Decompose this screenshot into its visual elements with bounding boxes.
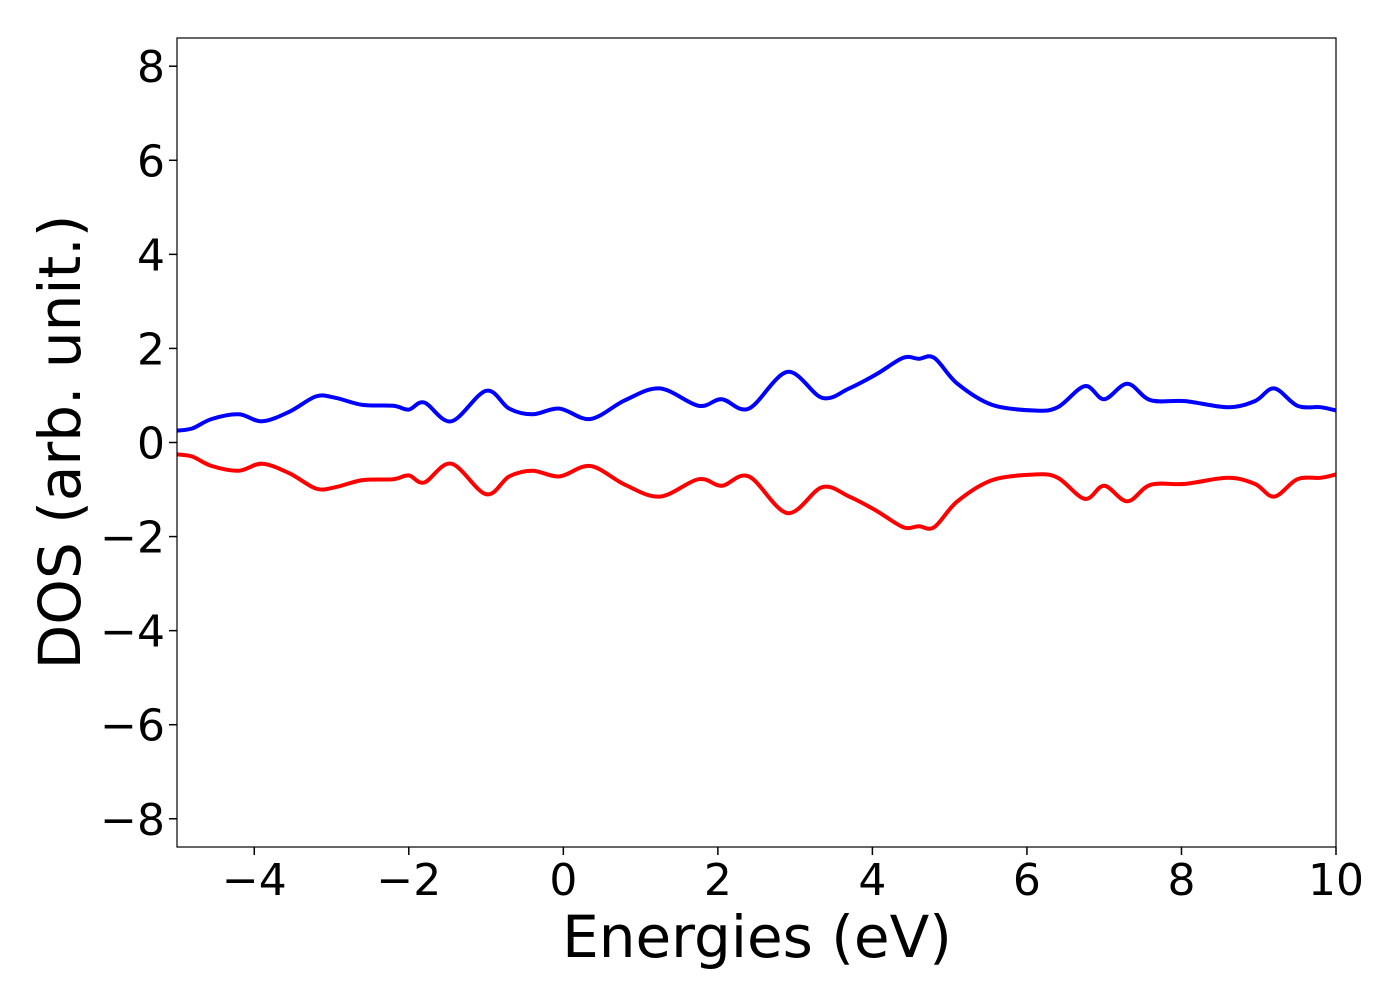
x-tick-label: 10 bbox=[1308, 855, 1364, 906]
y-tick-label: −4 bbox=[100, 607, 165, 658]
y-axis-label: DOS (arb. unit.) bbox=[26, 215, 94, 670]
axes-layer: −4 −2 0 2 4 6 8 10 −8 −6 −4 −2 0 2 4 6 8 bbox=[100, 37, 1364, 906]
series-layer bbox=[177, 354, 1336, 531]
x-axis-label: Energies (eV) bbox=[562, 903, 952, 971]
y-tick-label: −2 bbox=[100, 513, 165, 564]
x-tick-label: 8 bbox=[1167, 855, 1195, 906]
x-tick-label: 0 bbox=[549, 855, 577, 906]
plot-frame bbox=[176, 37, 1337, 848]
y-tick-label: 2 bbox=[137, 324, 165, 375]
x-tick-label: −4 bbox=[222, 855, 287, 906]
series-line-2 bbox=[177, 452, 1336, 531]
x-tick-label: 2 bbox=[704, 855, 732, 906]
y-tick-label: −6 bbox=[100, 701, 165, 752]
series-line-1 bbox=[177, 354, 1336, 433]
y-tick-label: 6 bbox=[137, 136, 165, 187]
y-tick-label: −8 bbox=[100, 795, 165, 846]
y-tick-label: 0 bbox=[137, 419, 165, 470]
x-tick-label: 6 bbox=[1013, 855, 1041, 906]
x-tick-label: 4 bbox=[858, 855, 886, 906]
y-tick-label: 4 bbox=[137, 230, 165, 281]
y-tick-label: 8 bbox=[137, 42, 165, 93]
x-tick-label: −2 bbox=[376, 855, 441, 906]
